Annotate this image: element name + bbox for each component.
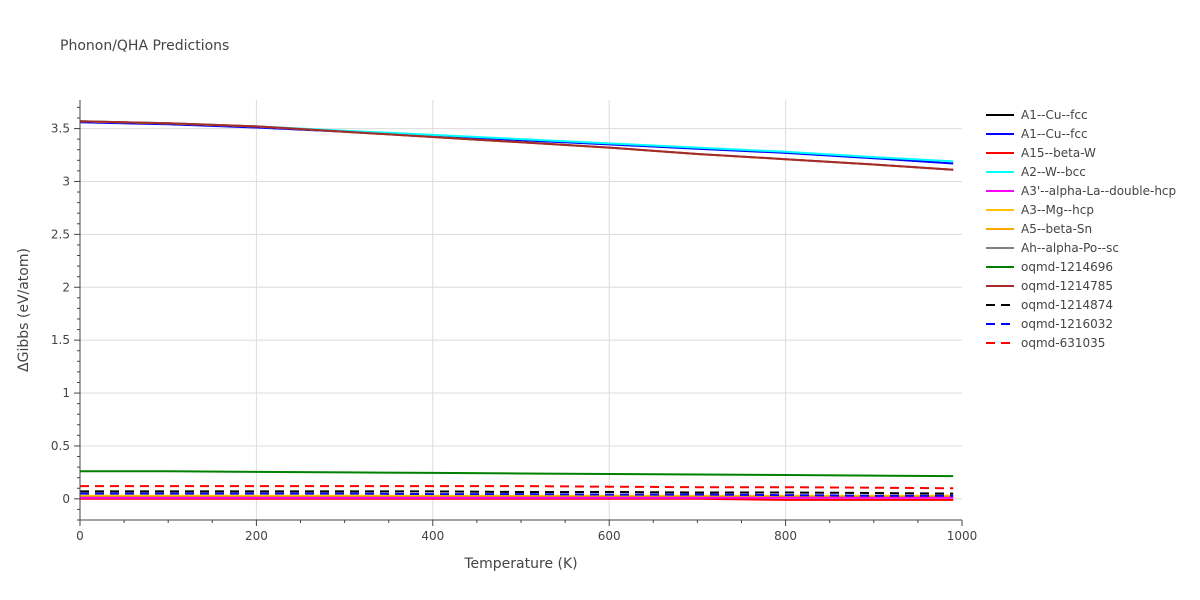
legend-label: oqmd-1214696 — [1021, 260, 1113, 274]
legend-item-6[interactable]: A5--beta-Sn — [986, 222, 1092, 236]
legend-label: oqmd-1216032 — [1021, 317, 1113, 331]
grid-lines — [80, 100, 962, 520]
legend-item-9[interactable]: oqmd-1214785 — [986, 279, 1113, 293]
x-tick-label: 0 — [76, 529, 84, 543]
series-layer — [79, 120, 954, 501]
legend-label: A1--Cu--fcc — [1021, 127, 1088, 141]
series-line-9[interactable] — [79, 120, 954, 171]
x-tick-label: 600 — [598, 529, 621, 543]
legend-label: Ah--alpha-Po--sc — [1021, 241, 1119, 255]
x-tick-label: 1000 — [947, 529, 978, 543]
series-line-12[interactable] — [80, 485, 954, 490]
legend-item-12[interactable]: oqmd-631035 — [986, 336, 1105, 350]
legend-label: A3'--alpha-La--double-hcp — [1021, 184, 1176, 198]
x-tick-label: 400 — [421, 529, 444, 543]
legend-item-0[interactable]: A1--Cu--fcc — [986, 108, 1088, 122]
legend-item-11[interactable]: oqmd-1216032 — [986, 317, 1113, 331]
y-tick-label: 1.5 — [51, 333, 70, 347]
legend-label: A5--beta-Sn — [1021, 222, 1092, 236]
x-tick-label: 200 — [245, 529, 268, 543]
series-line-8[interactable] — [80, 470, 954, 478]
y-tick-label: 3 — [62, 174, 70, 188]
legend-label: oqmd-1214874 — [1021, 298, 1113, 312]
legend[interactable]: A1--Cu--fcc A1--Cu--fcc A15--beta-W A2--W--… — [986, 108, 1176, 350]
legend-item-3[interactable]: A2--W--bcc — [986, 165, 1086, 179]
legend-item-4[interactable]: A3'--alpha-La--double-hcp — [986, 184, 1176, 198]
x-tick-label: 800 — [774, 529, 797, 543]
legend-item-5[interactable]: A3--Mg--hcp — [986, 203, 1094, 217]
series-line-1[interactable] — [79, 121, 954, 165]
legend-item-1[interactable]: A1--Cu--fcc — [986, 127, 1088, 141]
legend-item-10[interactable]: oqmd-1214874 — [986, 298, 1113, 312]
legend-item-8[interactable]: oqmd-1214696 — [986, 260, 1113, 274]
chart-title: Phonon/QHA Predictions — [60, 38, 229, 54]
legend-label: oqmd-1214785 — [1021, 279, 1113, 293]
y-tick-label: 3.5 — [51, 122, 70, 136]
axes: 0 200 400 600 800 1000 0 0.5 1 1.5 2 2.5 3 3.5 — [51, 100, 977, 543]
legend-item-2[interactable]: A15--beta-W — [986, 146, 1096, 160]
y-tick-label: 2.5 — [51, 227, 70, 241]
legend-label: A3--Mg--hcp — [1021, 203, 1094, 217]
y-tick-label: 0 — [62, 492, 70, 506]
legend-label: A2--W--bcc — [1021, 165, 1086, 179]
series-line-2[interactable] — [80, 497, 954, 501]
x-axis-title: Temperature (K) — [463, 556, 577, 572]
y-axis-title: ΔGibbs (eV/atom) — [16, 248, 32, 372]
y-tick-label: 0.5 — [51, 439, 70, 453]
series-line-11[interactable] — [80, 492, 954, 497]
legend-item-7[interactable]: Ah--alpha-Po--sc — [986, 241, 1119, 255]
legend-label: A15--beta-W — [1021, 146, 1096, 160]
y-tick-label: 1 — [62, 386, 70, 400]
y-tick-label: 2 — [62, 280, 70, 294]
legend-label: A1--Cu--fcc — [1021, 108, 1088, 122]
series-line-10[interactable] — [80, 490, 954, 495]
legend-label: oqmd-631035 — [1021, 336, 1105, 350]
